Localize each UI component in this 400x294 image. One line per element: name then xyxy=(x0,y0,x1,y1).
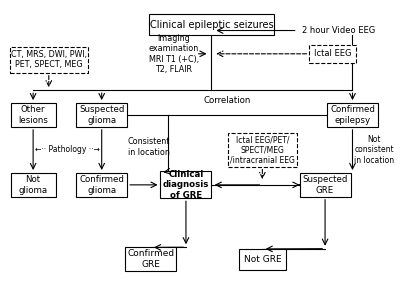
Text: Clinical epileptic seizures: Clinical epileptic seizures xyxy=(150,20,273,30)
Bar xyxy=(149,14,274,35)
Bar xyxy=(160,171,212,198)
Bar xyxy=(239,249,286,270)
Bar xyxy=(76,173,127,197)
Text: Clinical
diagnosis
of GRE: Clinical diagnosis of GRE xyxy=(163,170,209,200)
Text: Suspected
GRE: Suspected GRE xyxy=(302,175,348,195)
Text: Consistent
in location: Consistent in location xyxy=(128,137,170,157)
Text: Imaging
examination
MRI T1 (+C),
T2, FLAIR: Imaging examination MRI T1 (+C), T2, FLA… xyxy=(149,34,199,74)
Bar xyxy=(228,133,297,167)
Text: Confirmed
glioma: Confirmed glioma xyxy=(79,175,124,195)
Text: 2 hour Video EEG: 2 hour Video EEG xyxy=(302,26,375,35)
Text: Confirmed
epilepsy: Confirmed epilepsy xyxy=(330,105,375,125)
Text: Not
glioma: Not glioma xyxy=(18,175,48,195)
Text: Correlation: Correlation xyxy=(204,96,251,105)
Bar xyxy=(76,103,127,127)
Text: ←·· Pathology ··→: ←·· Pathology ··→ xyxy=(35,146,100,154)
Text: Not
consistent
in location: Not consistent in location xyxy=(354,135,394,165)
Bar xyxy=(10,103,56,127)
Bar xyxy=(300,173,350,197)
Bar xyxy=(10,173,56,197)
Bar xyxy=(10,46,88,73)
Text: Other
lesions: Other lesions xyxy=(18,105,48,125)
Bar xyxy=(125,247,176,271)
Bar xyxy=(309,45,356,63)
Text: Ictal EEG: Ictal EEG xyxy=(314,49,352,58)
Text: Confirmed
GRE: Confirmed GRE xyxy=(127,249,174,269)
Text: Not GRE: Not GRE xyxy=(244,255,281,264)
Text: Ictal EEG/PET/
SPECT/MEG
/intracranial EEG: Ictal EEG/PET/ SPECT/MEG /intracranial E… xyxy=(230,135,295,165)
Text: Suspected
glioma: Suspected glioma xyxy=(79,105,124,125)
Bar xyxy=(327,103,378,127)
Text: CT, MRS, DWI, PWI,
PET, SPECT, MEG: CT, MRS, DWI, PWI, PET, SPECT, MEG xyxy=(11,50,87,69)
